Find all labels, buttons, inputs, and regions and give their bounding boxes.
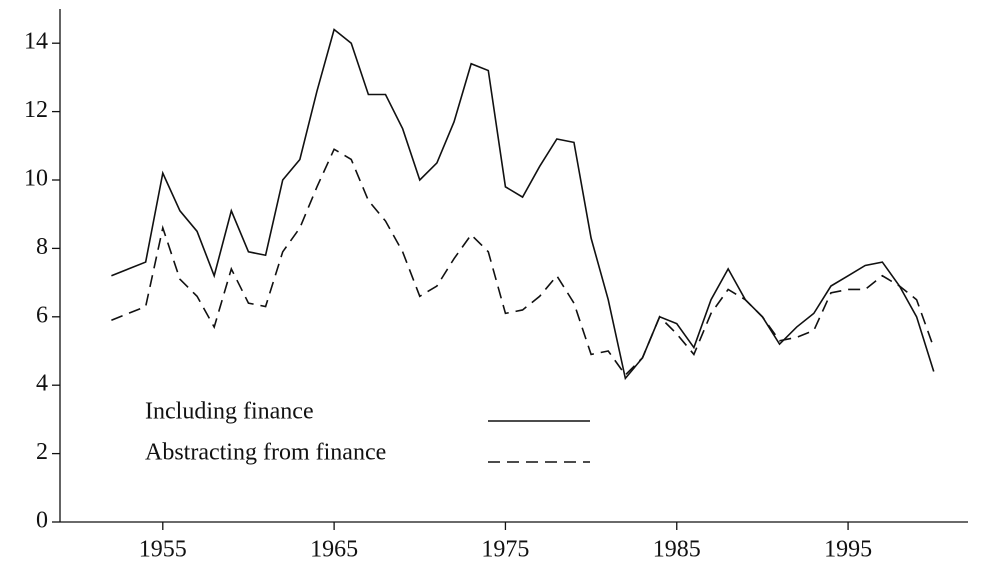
y-tick-label: 8: [36, 234, 48, 260]
x-tick-label: 1965: [310, 537, 358, 563]
x-tick-label: 1955: [139, 537, 187, 563]
legend-label: Abstracting from finance: [145, 440, 386, 466]
x-tick-label: 1985: [653, 537, 701, 563]
y-tick-label: 10: [24, 166, 48, 192]
y-tick-label: 2: [36, 439, 48, 465]
x-tick-label: 1995: [824, 537, 872, 563]
legend-label: Including finance: [145, 399, 314, 425]
y-tick-label: 6: [36, 302, 48, 328]
y-tick-label: 14: [24, 29, 48, 55]
x-tick-label: 1975: [481, 537, 529, 563]
y-tick-label: 0: [36, 508, 48, 534]
y-tick-label: 4: [36, 371, 48, 397]
y-tick-label: 12: [24, 97, 48, 123]
line-series: [111, 28, 935, 381]
line-series: [111, 148, 935, 377]
